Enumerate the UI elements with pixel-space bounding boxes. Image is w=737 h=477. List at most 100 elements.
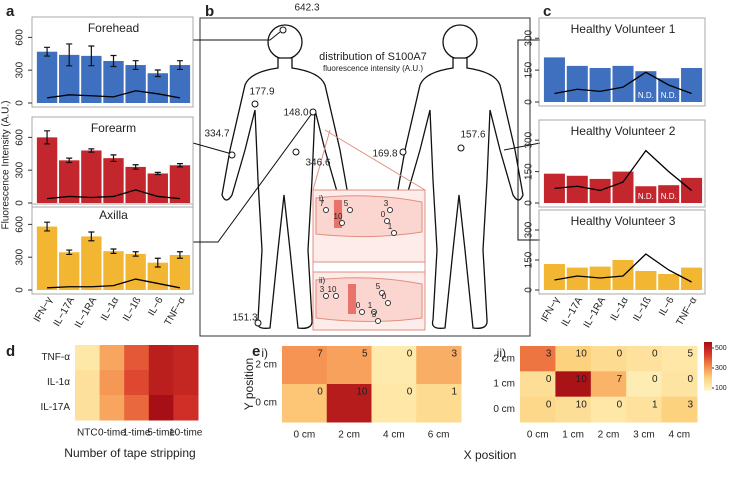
error-bar [110,248,117,254]
inset-site [359,309,365,315]
bar [169,165,191,203]
error-bar [88,45,95,67]
x-tick-label: IL−6 [146,295,166,318]
x-tick-label: IFN−γ [539,295,562,324]
bar [103,158,124,203]
error-bar [154,69,161,78]
colorbar-step [704,352,712,355]
error-bar [176,251,183,259]
cell-label: 10 [576,399,588,410]
error-bar [66,249,73,256]
cell-label: 0 [407,387,413,398]
error-bar [66,157,73,164]
x-tick-label: IL−1RA [73,295,100,330]
y-category: IL-17A [41,402,71,413]
cell-label: 3 [546,349,552,360]
y-tick-label: 300 [524,131,535,148]
y-tick-label: 150 [524,61,535,78]
cell-label: 0 [617,349,623,360]
colorbar-step [704,378,712,381]
colorbar-step [704,356,712,359]
site-value: 157.6 [460,130,485,141]
inset-number: 0 [382,292,387,301]
inset-site [391,230,397,236]
cell-label: 0 [617,399,623,410]
error-bar [88,231,95,242]
heat-cell [124,345,150,371]
heat-cell [590,371,627,398]
x-category: 2 cm [338,430,360,441]
y-tick-label: 0 [524,287,535,293]
error-bar [154,257,161,268]
bar [612,65,634,102]
panel-title: Forehead [88,21,139,35]
inset-number: 3 [384,199,389,208]
cell-label: 5 [362,349,368,360]
y-category: IL-1α [47,377,70,388]
inset-number: 7 [320,199,325,208]
y-tick-label: 0 [15,287,26,293]
site-value: 642.3 [294,3,319,14]
y-axis-label: Fluorescence Intensity (A.U.) [1,101,12,230]
bar [125,65,146,103]
colorbar-step [704,372,712,375]
site-value: 334.7 [204,129,229,140]
y-tick-label: 300 [524,221,535,238]
bar [147,262,168,290]
bar [103,251,124,290]
inset-number: 1 [368,301,373,310]
trend-line [554,149,692,192]
panel-title: Healthy Volunteer 2 [571,124,676,138]
trend-line [46,90,181,99]
y-tick-label: 0 [15,200,26,206]
colorbar-step [704,382,712,385]
y-tick-label: 300 [15,161,26,178]
inset-site [385,300,391,306]
x-category: 6 cm [428,430,450,441]
x-tick-label: TNF−α [674,295,699,328]
error-bar [154,171,161,176]
colorbar-step [704,350,712,353]
inset-number: 0 [381,210,386,219]
bar [59,160,80,203]
panel-frame [538,17,706,107]
heat-cell [590,396,627,423]
bar [589,68,611,102]
cell-label: 10 [356,387,368,398]
colorbar-step [704,384,712,387]
heat-cell [661,346,698,372]
bar [635,271,657,290]
y-category: 2 cm [493,353,515,364]
bar [125,166,146,203]
cell-label: 5 [687,349,693,360]
heat-cell [99,345,125,371]
heat-cell [173,370,199,396]
colorbar-step [704,344,712,347]
heat-cell [626,371,663,398]
cell-label: 1 [652,399,658,410]
colorbar-step [704,386,712,389]
panel-label: c [543,3,551,20]
y-tick-label: 300 [15,61,26,78]
value-label: N.D. [638,91,654,100]
bar [681,68,703,102]
colorbar-label: 100 [715,385,727,392]
heat-cell [173,395,199,421]
inset-label: ii) [319,276,326,285]
y-category: 0 cm [493,404,515,415]
value-label: N.D. [661,91,677,100]
bar [81,150,102,203]
colorbar-step [704,346,712,349]
panel-title: Forearm [91,121,136,135]
error-bar [88,148,95,153]
colorbar-step [704,368,712,371]
panel-frame [31,203,194,295]
panel-title: Healthy Volunteer 1 [571,22,676,36]
heat-cell [148,345,174,371]
x-tick-label: IL−1α [99,295,121,323]
cell-label: 10 [576,349,588,360]
y-tick-label: 600 [15,216,26,233]
x-tick-label: IL−6 [657,295,677,318]
bar [543,264,565,290]
bar [658,185,680,203]
